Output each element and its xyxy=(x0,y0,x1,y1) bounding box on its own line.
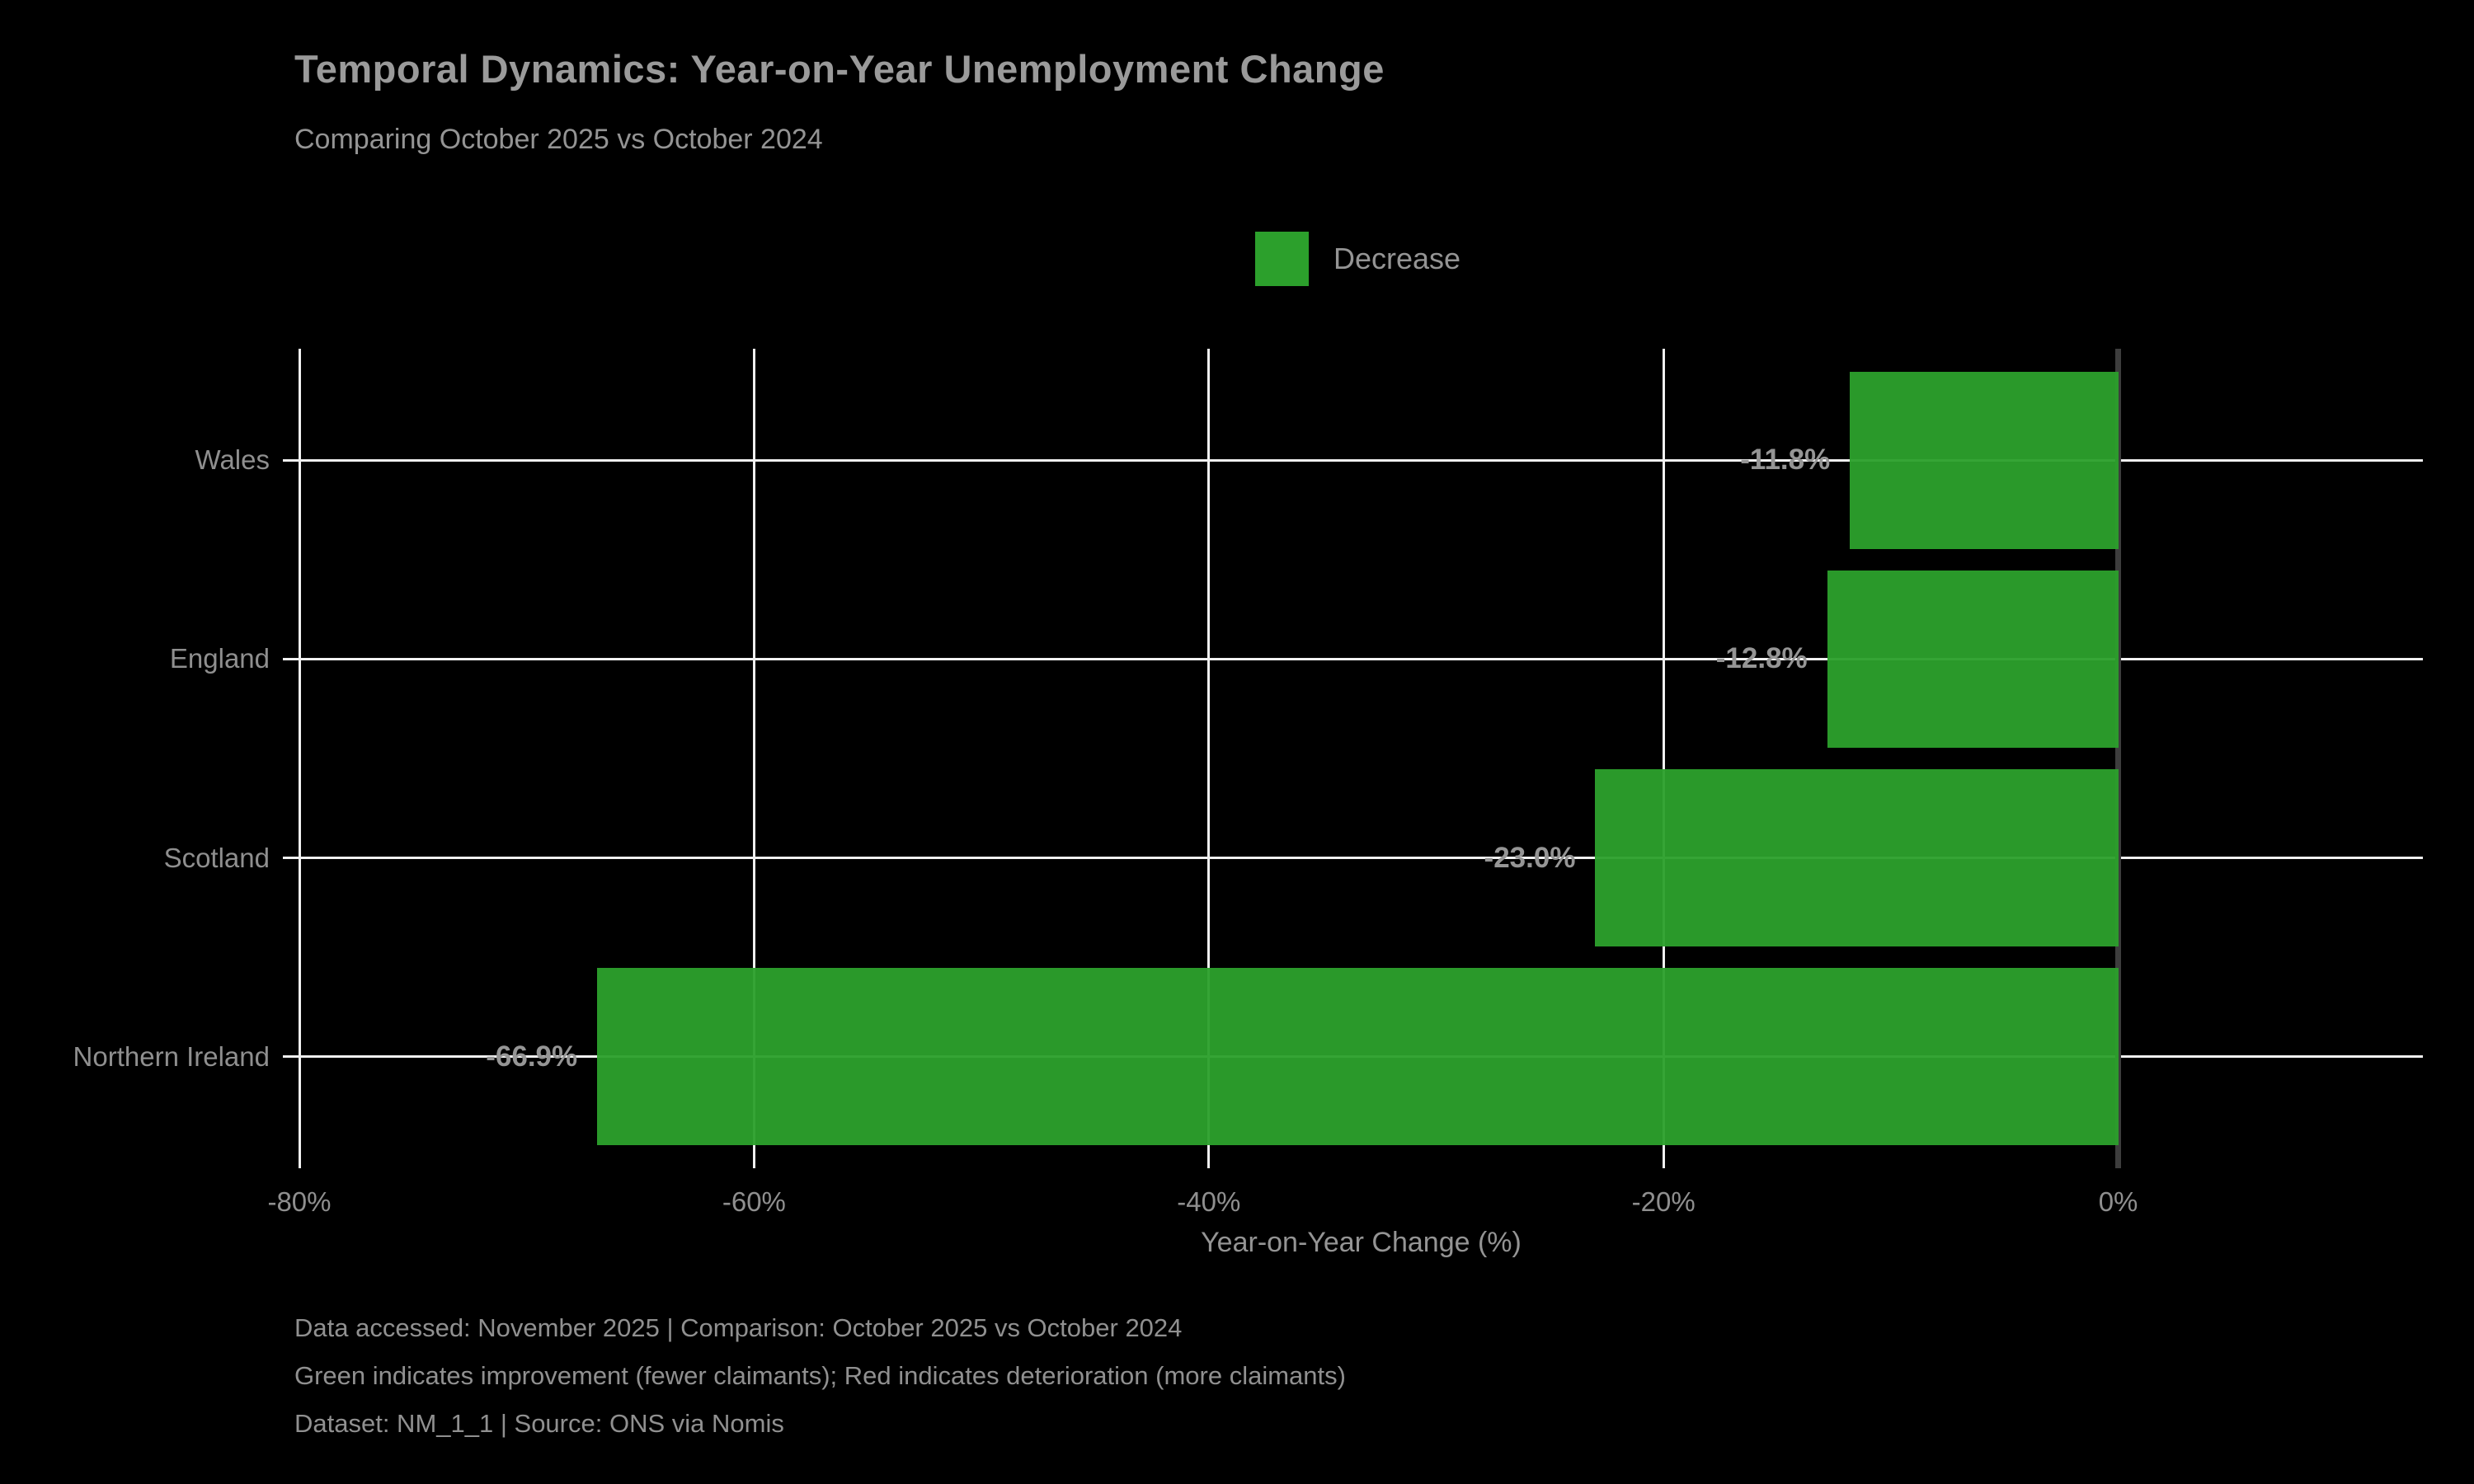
x-tick-label--80%: -80% xyxy=(267,1186,332,1217)
value-label-2: -23.0% xyxy=(1484,841,1576,874)
category-label-3: Northern Ireland xyxy=(73,1040,270,1072)
x-gridline--40% xyxy=(1207,349,1211,1168)
bar-northern-ireland xyxy=(597,968,2119,1146)
y-gridline-0 xyxy=(299,458,2423,462)
x-tick-label--20%: -20% xyxy=(1631,1186,1696,1217)
footer-line-3: Dataset: NM_1_1 | Source: ONS via Nomis xyxy=(294,1409,784,1438)
y-tick-0 xyxy=(283,458,299,462)
legend-swatch-decrease xyxy=(1255,232,1309,286)
chart-subtitle: Comparing October 2025 vs October 2024 xyxy=(294,124,823,155)
y-tick-1 xyxy=(283,657,299,660)
x-gridline--20% xyxy=(1662,349,1665,1168)
bar-england xyxy=(1827,570,2119,748)
value-label-0: -11.8% xyxy=(1740,444,1831,477)
legend: Decrease xyxy=(1255,232,1460,286)
x-tick-label--60%: -60% xyxy=(722,1186,786,1217)
y-tick-3 xyxy=(283,1055,299,1059)
value-label-1: -12.8% xyxy=(1715,642,1808,675)
y-tick-2 xyxy=(283,857,299,860)
zero-line xyxy=(2115,349,2122,1168)
x-gridline--80% xyxy=(298,349,301,1168)
legend-label: Decrease xyxy=(1333,242,1461,275)
plot-area: Wales -11.8% England -12.8% Scotland -23.0% No… xyxy=(73,349,2423,1217)
category-label-0: Wales xyxy=(195,444,270,476)
footer-notes: Data accessed: November 2025 | Compariso… xyxy=(294,1304,1346,1448)
x-tick-label--40%: -40% xyxy=(1177,1186,1241,1217)
y-gridline-1 xyxy=(299,657,2423,660)
footer-line-2: Green indicates improvement (fewer claim… xyxy=(294,1361,1346,1390)
bar-scotland xyxy=(1595,769,2119,947)
x-tick-label-0%: 0% xyxy=(2098,1186,2138,1217)
category-label-1: England xyxy=(169,643,270,674)
value-label-3: -66.9% xyxy=(486,1040,578,1073)
bar-wales xyxy=(1850,371,2119,549)
chart-title: Temporal Dynamics: Year-on-Year Unemploy… xyxy=(294,47,1385,91)
footer-line-1: Data accessed: November 2025 | Compariso… xyxy=(294,1313,1183,1342)
x-gridline--60% xyxy=(752,349,755,1168)
category-label-2: Scotland xyxy=(163,842,270,873)
x-axis-label: Year-on-Year Change (%) xyxy=(1201,1227,1522,1258)
y-gridline-2 xyxy=(299,857,2423,860)
